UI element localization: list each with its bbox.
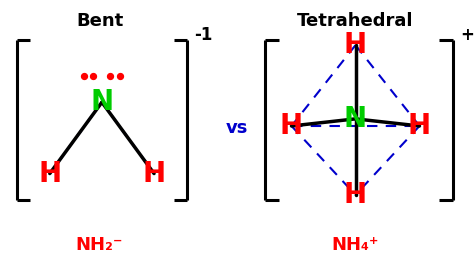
Text: N: N [91,88,113,116]
Text: -1: -1 [194,26,213,44]
Text: Bent: Bent [76,12,123,30]
Text: H: H [38,160,61,188]
Text: N: N [344,105,367,133]
Point [80,74,88,78]
Text: H: H [344,31,367,59]
Point [116,74,124,78]
Text: H: H [408,112,431,140]
Text: vs: vs [226,119,248,137]
Point [90,74,97,78]
Text: H: H [344,181,367,209]
Text: H: H [143,160,165,188]
Text: NH₄⁺: NH₄⁺ [332,236,379,254]
Text: H: H [280,112,303,140]
Text: +1: +1 [460,26,474,44]
Text: Tetrahedral: Tetrahedral [297,12,414,30]
Text: NH₂⁻: NH₂⁻ [76,236,123,254]
Point [107,74,114,78]
